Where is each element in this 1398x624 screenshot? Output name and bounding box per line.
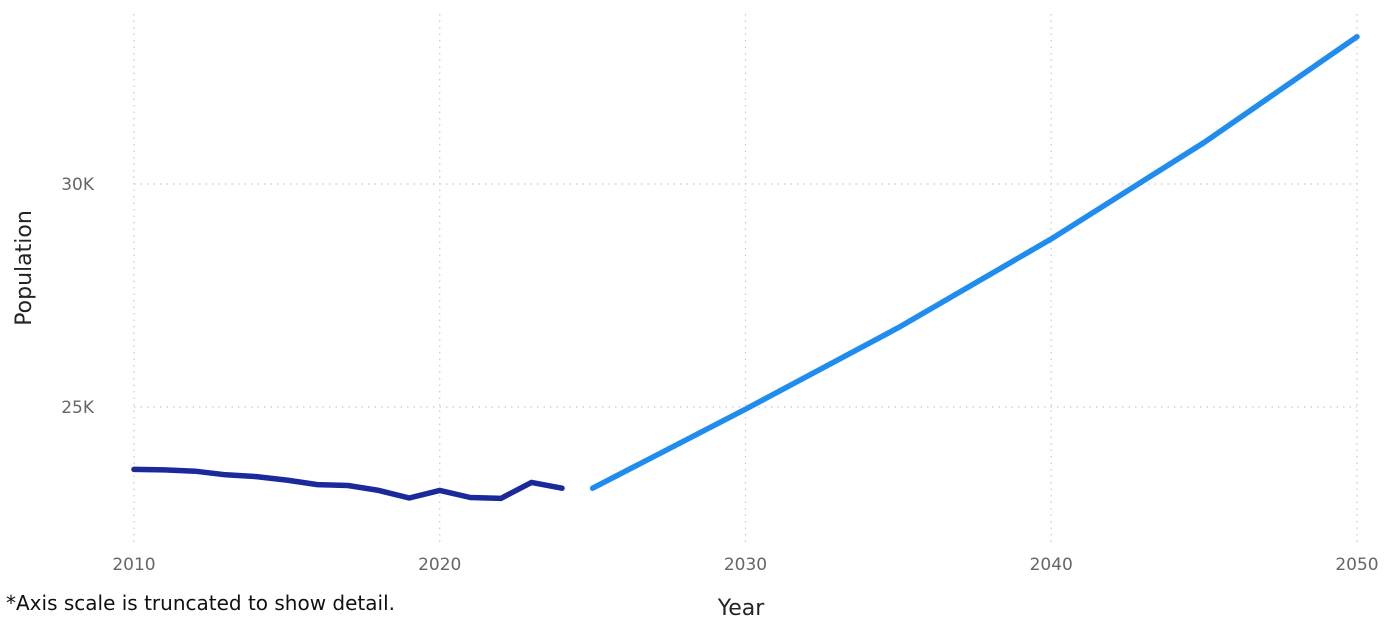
- x-axis-tick-labels: 2010 2020 2030 2040 2050: [112, 555, 1378, 575]
- footnote: *Axis scale is truncated to show detail.: [6, 591, 395, 615]
- projected-population-line: [589, 34, 1360, 491]
- x-axis-title: Year: [717, 596, 766, 621]
- x-tick-label: 2020: [418, 555, 461, 575]
- y-axis-tick-labels: 25K 30K: [61, 175, 95, 418]
- y-tick-label: 25K: [61, 398, 95, 418]
- x-tick-label: 2030: [724, 555, 767, 575]
- x-tick-label: 2050: [1335, 555, 1378, 575]
- x-tick-label: 2040: [1030, 555, 1073, 575]
- gridlines: [133, 14, 1358, 542]
- x-tick-label: 2010: [112, 555, 155, 575]
- y-axis-title: Population: [12, 210, 37, 326]
- y-tick-label: 30K: [61, 175, 95, 195]
- series-layer: [131, 34, 1360, 502]
- historical-population-line: [131, 466, 565, 502]
